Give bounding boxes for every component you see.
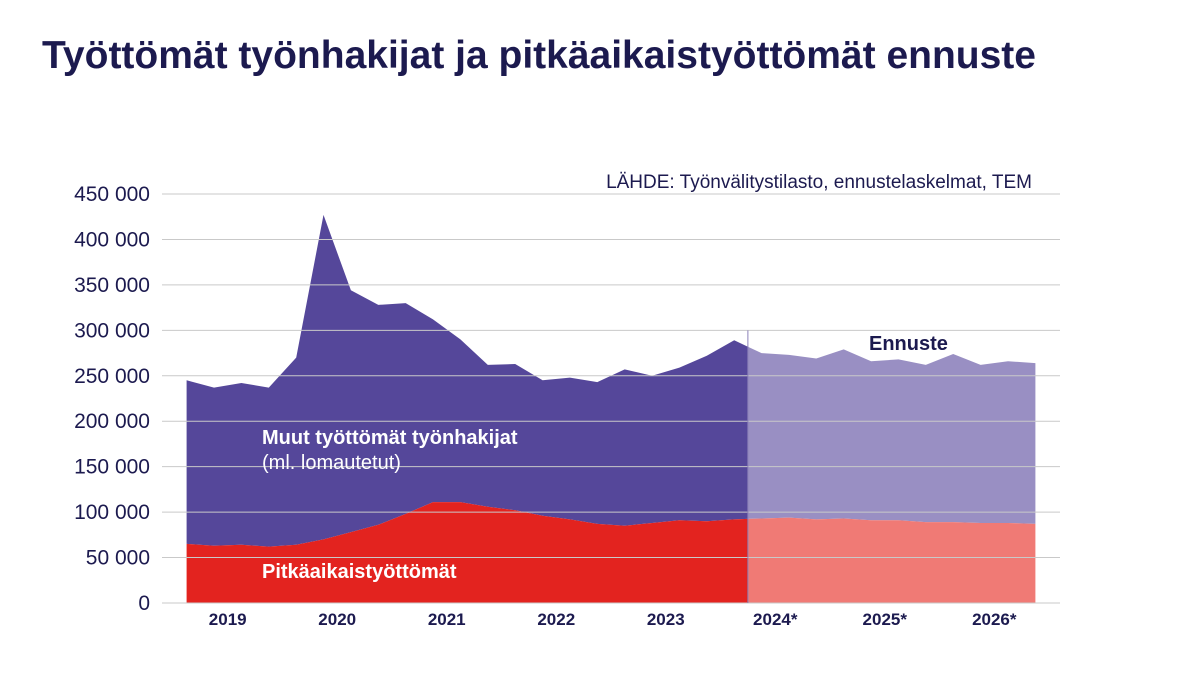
y-axis: 0 50 000 100 000 150 000 200 000 250 000 300 0… [74,183,150,615]
x-tick-label: 2024* [753,610,798,629]
y-tick-label: 400 000 [74,228,150,251]
y-tick-label: 350 000 [74,274,150,297]
y-tick-label: 0 [138,592,150,615]
x-tick-label: 2023 [647,610,685,629]
y-tick-label: 300 000 [74,319,150,342]
x-tick-label: 2026* [972,610,1017,629]
area-longterm-actual [186,502,748,603]
x-axis: 2019 2020 2021 2022 2023 2024* 2025* 2026* [209,610,1017,629]
y-tick-label: 250 000 [74,365,150,388]
y-tick-label: 100 000 [74,501,150,524]
area-layer [186,214,1036,603]
source-note: LÄHDE: Työnvälitystilasto, ennustelaskel… [606,172,1032,193]
gridlines [162,193,1060,604]
chart-title: Työttömät työnhakijat ja pitkäaikaistyöt… [42,34,1036,77]
area-other-forecast [747,346,1036,524]
area-other-actual [186,214,748,547]
x-tick-label: 2019 [209,610,247,629]
series-label-other-note: (ml. lomautetut) [262,452,401,474]
x-tick-label: 2025* [863,610,908,629]
area-longterm-forecast [747,517,1036,603]
y-tick-label: 150 000 [74,456,150,479]
x-tick-label: 2021 [428,610,466,629]
y-tick-label: 50 000 [86,547,150,570]
x-tick-label: 2022 [537,610,575,629]
series-label-longterm: Pitkäaikaistyöttömät [262,561,457,583]
y-tick-label: 450 000 [74,183,150,206]
x-tick-label: 2020 [318,610,356,629]
series-label-other: Muut työttömät työnhakijat [262,427,518,449]
forecast-label: Ennuste [869,333,948,355]
y-tick-label: 200 000 [74,410,150,433]
